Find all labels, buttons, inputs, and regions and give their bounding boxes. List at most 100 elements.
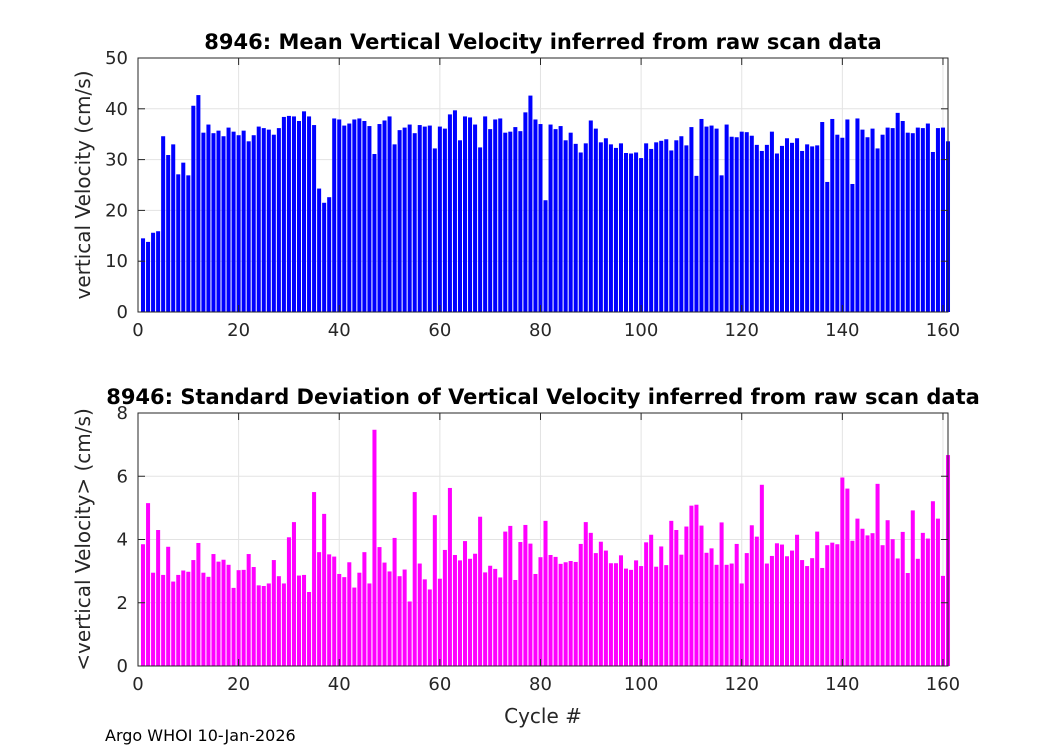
bar	[679, 554, 684, 666]
bar	[432, 515, 437, 666]
bar	[669, 520, 674, 666]
bar	[860, 129, 865, 312]
bar	[196, 542, 201, 666]
bar	[704, 552, 709, 666]
bar	[583, 143, 588, 312]
bar	[427, 589, 432, 666]
bar	[659, 546, 664, 666]
bar	[890, 539, 895, 666]
bar	[171, 144, 176, 312]
bar	[900, 120, 905, 312]
bar	[624, 152, 629, 312]
bar	[805, 566, 810, 666]
bar	[855, 518, 860, 666]
axes-frame	[137, 57, 949, 313]
bar	[769, 131, 774, 312]
bar	[674, 530, 679, 666]
bar	[699, 525, 704, 666]
bar	[654, 142, 659, 312]
y-tick-label: 8	[117, 403, 128, 424]
bar	[684, 145, 689, 312]
bar	[432, 148, 437, 312]
bar	[402, 569, 407, 666]
bar	[830, 542, 835, 666]
bar	[759, 484, 764, 666]
bar	[246, 554, 251, 666]
bar	[729, 136, 734, 312]
bar	[664, 139, 669, 312]
bar	[759, 150, 764, 312]
bar	[493, 119, 498, 312]
bar	[563, 140, 568, 312]
bar	[578, 152, 583, 312]
bar	[332, 556, 337, 666]
bar	[719, 175, 724, 312]
bar	[186, 175, 191, 312]
bar	[478, 147, 483, 312]
bar	[845, 119, 850, 312]
bar	[815, 531, 820, 666]
bar	[875, 483, 880, 666]
bar	[457, 140, 462, 312]
bar	[447, 487, 452, 666]
bar	[709, 125, 714, 313]
bar	[307, 591, 312, 666]
bar	[820, 567, 825, 666]
bar	[754, 144, 759, 312]
bar	[538, 557, 543, 666]
bar	[151, 572, 156, 666]
bar	[463, 116, 468, 312]
x-tick-label: 20	[227, 674, 250, 695]
bar	[790, 142, 795, 312]
bar	[342, 577, 347, 666]
bar	[880, 134, 885, 312]
bar	[593, 553, 598, 666]
bar	[256, 126, 261, 312]
bar	[634, 560, 639, 666]
bar	[463, 541, 468, 666]
bar	[699, 118, 704, 313]
bar	[166, 546, 171, 666]
bar	[709, 548, 714, 666]
bar	[161, 136, 166, 312]
x-tick-label: 160	[926, 320, 960, 341]
bar	[930, 501, 935, 666]
bar	[835, 134, 840, 312]
bar	[397, 130, 402, 312]
bar	[629, 153, 634, 312]
y-tick-label: 10	[105, 251, 128, 272]
x-tick-label: 40	[328, 320, 351, 341]
bar	[885, 520, 890, 666]
bar	[256, 585, 261, 666]
bar	[422, 579, 427, 666]
bar	[533, 119, 538, 312]
bar	[875, 148, 880, 312]
bar	[553, 556, 558, 666]
bar	[392, 144, 397, 312]
bar	[850, 183, 855, 312]
bar	[920, 532, 925, 666]
bar	[226, 127, 231, 312]
x-tick-label: 60	[428, 320, 451, 341]
bar	[473, 124, 478, 312]
bar	[407, 124, 412, 312]
bar	[729, 563, 734, 666]
bar	[231, 131, 236, 312]
bar	[377, 547, 382, 666]
bar	[468, 117, 473, 312]
bar	[508, 525, 513, 666]
bar	[920, 128, 925, 312]
bar	[468, 558, 473, 666]
bar	[241, 569, 246, 666]
bar	[261, 585, 266, 666]
bar	[915, 127, 920, 312]
bar	[357, 572, 362, 666]
bar	[578, 543, 583, 666]
bar	[296, 575, 302, 666]
bar	[603, 550, 608, 666]
bar	[473, 553, 478, 666]
bar	[327, 197, 332, 312]
bar	[417, 125, 422, 312]
bar	[302, 574, 307, 666]
